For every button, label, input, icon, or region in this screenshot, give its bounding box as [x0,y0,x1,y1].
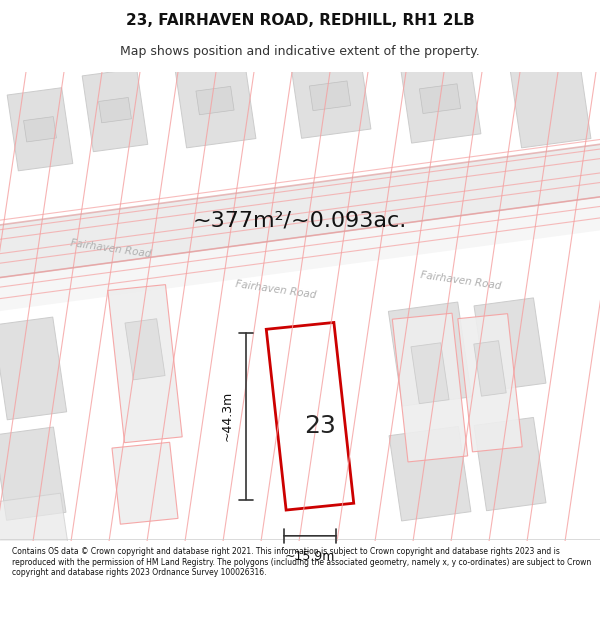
Polygon shape [289,44,371,138]
Text: ~44.3m: ~44.3m [221,391,234,441]
Polygon shape [82,69,148,152]
Text: Fairhaven Road: Fairhaven Road [235,279,317,301]
Polygon shape [112,442,178,524]
Polygon shape [474,298,546,391]
Polygon shape [196,86,234,115]
Polygon shape [419,84,461,114]
Text: Map shows position and indicative extent of the property.: Map shows position and indicative extent… [120,45,480,58]
Polygon shape [474,341,506,396]
Polygon shape [411,342,449,404]
Polygon shape [0,197,600,311]
Polygon shape [389,426,471,521]
Polygon shape [7,88,73,171]
Polygon shape [388,302,472,406]
Text: Contains OS data © Crown copyright and database right 2021. This information is : Contains OS data © Crown copyright and d… [12,548,591,577]
Polygon shape [0,317,67,420]
Text: Fairhaven Road: Fairhaven Road [70,238,152,259]
Polygon shape [0,144,600,278]
Text: 23: 23 [304,414,336,438]
Polygon shape [0,493,69,559]
Polygon shape [23,117,56,142]
Polygon shape [458,314,522,452]
Polygon shape [399,49,481,143]
Polygon shape [98,98,131,122]
Polygon shape [125,319,165,380]
Text: ~377m²/~0.093ac.: ~377m²/~0.093ac. [193,210,407,230]
Polygon shape [509,53,591,148]
Polygon shape [266,322,354,510]
Polygon shape [174,53,256,148]
Polygon shape [108,284,182,442]
Text: 23, FAIRHAVEN ROAD, REDHILL, RH1 2LB: 23, FAIRHAVEN ROAD, REDHILL, RH1 2LB [125,12,475,28]
Text: Fairhaven Road: Fairhaven Road [420,270,502,291]
Polygon shape [310,81,350,111]
Polygon shape [474,418,546,511]
Polygon shape [0,427,66,520]
Polygon shape [392,313,467,462]
Text: ~15.9m: ~15.9m [285,550,335,563]
